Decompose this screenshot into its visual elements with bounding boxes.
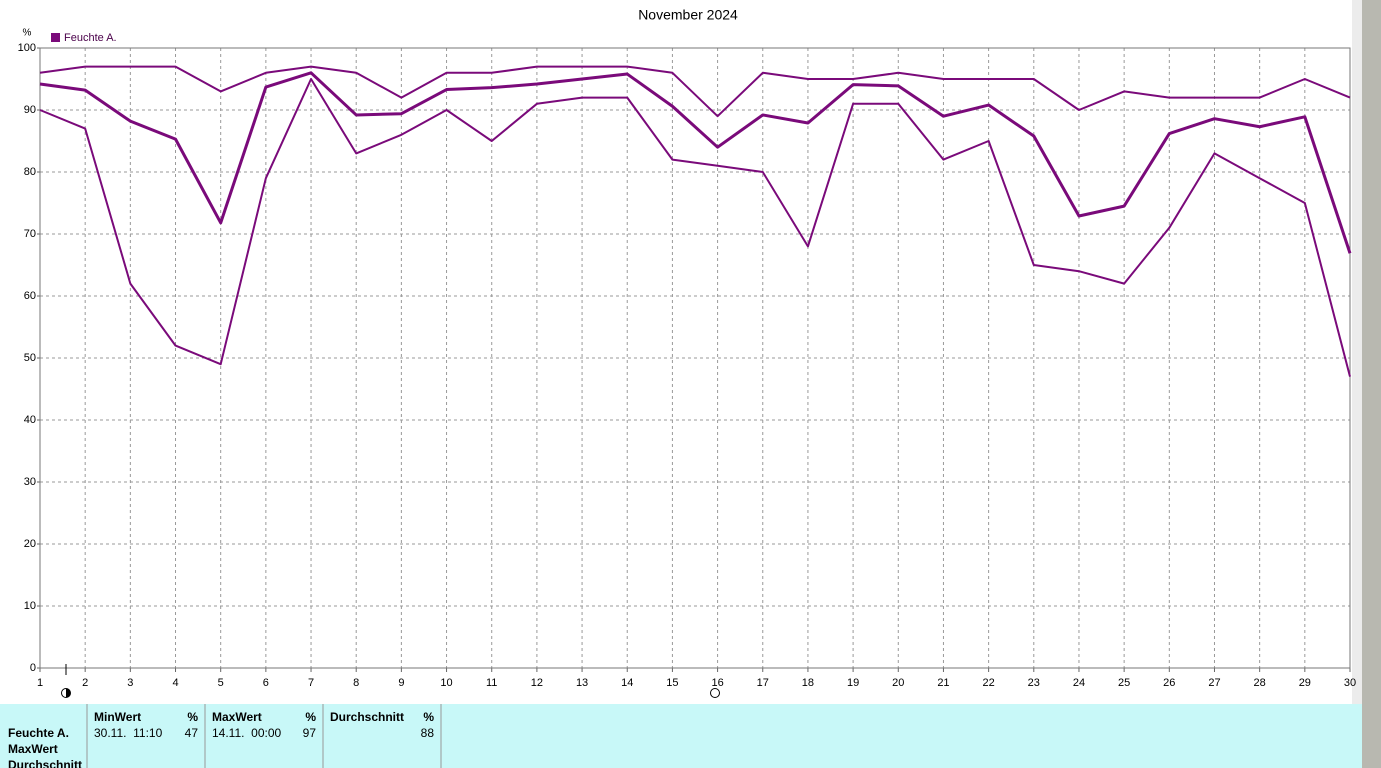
col-unit: % xyxy=(187,710,198,724)
chart-title: November 2024 xyxy=(638,7,738,23)
legend-swatch xyxy=(51,33,60,42)
col-unit: % xyxy=(305,710,316,724)
x-tick-label: 23 xyxy=(1028,677,1040,689)
x-tick-label: 27 xyxy=(1208,677,1220,689)
x-tick-label: 5 xyxy=(218,677,224,689)
y-tick-label: 80 xyxy=(24,166,36,178)
x-tick-label: 16 xyxy=(711,677,723,689)
row-label: Feuchte A. xyxy=(8,726,69,740)
stats-table: Feuchte A. MaxWert Durchschnitt MinWert % 30.… xyxy=(8,704,442,768)
x-tick-label: 28 xyxy=(1254,677,1266,689)
x-tick-label: 11 xyxy=(486,677,497,689)
x-tick-label: 17 xyxy=(757,677,769,689)
y-tick-label: 20 xyxy=(24,538,36,550)
y-tick-label: 100 xyxy=(18,42,36,54)
x-tick-label: 14 xyxy=(621,677,633,689)
y-tick-label: 90 xyxy=(24,104,36,116)
y-tick-label: 60 xyxy=(24,290,36,302)
data-line xyxy=(39,71,1352,254)
x-tick-label: 10 xyxy=(440,677,452,689)
x-tick-label: 20 xyxy=(892,677,904,689)
row-label: MaxWert xyxy=(8,742,58,756)
y-tick-label: 50 xyxy=(24,352,36,364)
col-unit: % xyxy=(423,710,434,724)
col-value: 97 xyxy=(303,726,317,740)
x-tick-label: 1 xyxy=(37,677,43,689)
col-time: 14.11. 00:00 xyxy=(212,726,281,740)
x-tick-label: 24 xyxy=(1073,677,1085,689)
table-bg xyxy=(0,704,1362,768)
scroll-strip xyxy=(1352,0,1362,704)
y-tick-label: 10 xyxy=(24,600,36,612)
x-tick-label: 12 xyxy=(531,677,543,689)
x-tick-label: 26 xyxy=(1163,677,1175,689)
y-tick-label: 70 xyxy=(24,228,36,240)
y-tick-label: 40 xyxy=(24,414,36,426)
col-header: MinWert xyxy=(94,710,141,724)
x-tick-label: 8 xyxy=(353,677,359,689)
x-tick-label: 3 xyxy=(127,677,133,689)
x-tick-label: 15 xyxy=(666,677,678,689)
data-line xyxy=(39,65,1351,118)
y-tick-label: 0 xyxy=(30,662,36,674)
x-tick-label: 4 xyxy=(172,677,178,689)
x-tick-label: 19 xyxy=(847,677,859,689)
x-tick-label: 29 xyxy=(1299,677,1311,689)
legend-label: Feuchte A. xyxy=(64,32,117,44)
col-header: MaxWert xyxy=(212,710,262,724)
moon-icon xyxy=(710,688,720,698)
col-header: Durchschnitt xyxy=(330,710,404,724)
col-value: 88 xyxy=(421,726,435,740)
x-tick-label: 7 xyxy=(308,677,314,689)
plot-frame xyxy=(39,47,1351,669)
x-tick-label: 6 xyxy=(263,677,269,689)
side-panel xyxy=(1362,0,1381,768)
y-unit: % xyxy=(23,28,32,39)
x-tick-label: 13 xyxy=(576,677,588,689)
moon-icon-fill xyxy=(66,688,71,698)
x-tick-label: 18 xyxy=(802,677,814,689)
x-tick-label: 25 xyxy=(1118,677,1130,689)
col-time: 30.11. 11:10 xyxy=(94,726,163,740)
x-tick-label: 22 xyxy=(982,677,994,689)
data-line xyxy=(39,78,1351,377)
y-tick-label: 30 xyxy=(24,476,36,488)
x-tick-label: 9 xyxy=(398,677,404,689)
row-label: Durchschnitt xyxy=(8,758,82,768)
x-tick-label: 30 xyxy=(1344,677,1356,689)
x-tick-label: 21 xyxy=(937,677,949,689)
x-tick-label: 2 xyxy=(82,677,88,689)
col-value: 47 xyxy=(185,726,199,740)
